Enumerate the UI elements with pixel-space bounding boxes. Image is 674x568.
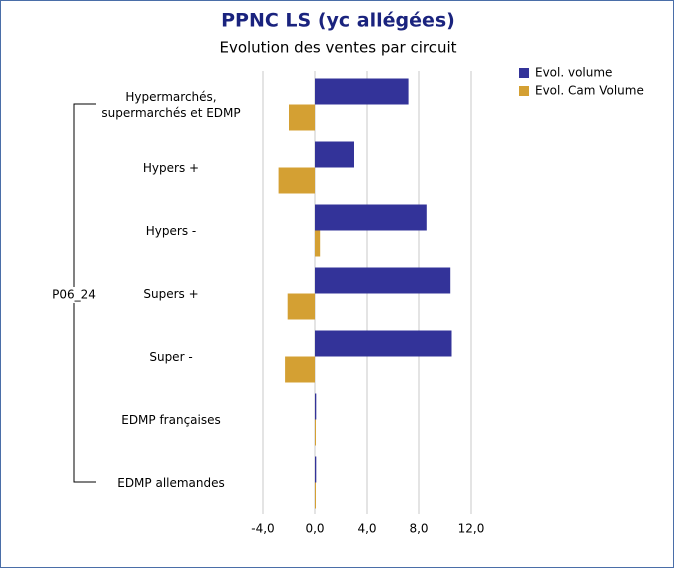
bar <box>315 141 354 168</box>
y-tick-label: EDMP françaises <box>121 412 221 427</box>
legend-label: Evol. volume <box>535 66 612 80</box>
y-tick-label: Supers + <box>143 286 199 301</box>
bar <box>315 419 316 446</box>
y-tick-label: Hypers - <box>145 223 197 238</box>
bar <box>315 230 321 257</box>
bar <box>315 78 409 105</box>
bar <box>315 456 317 483</box>
group-label: P06_24 <box>52 288 96 302</box>
y-tick-label: Hypermarchés, supermarchés et EDMP <box>101 89 241 120</box>
bar <box>289 104 315 131</box>
bar <box>287 293 315 320</box>
bar <box>315 267 451 294</box>
y-tick-label: EDMP allemandes <box>117 475 225 490</box>
x-tick-label: 0,0 <box>305 522 324 536</box>
bar <box>315 482 316 509</box>
y-tick-label: Hypers + <box>142 160 200 175</box>
x-tick-label: 8,0 <box>409 522 428 536</box>
bar <box>315 330 452 357</box>
x-tick-label: 4,0 <box>357 522 376 536</box>
y-tick-label: Super - <box>149 349 193 364</box>
x-tick-label: -4,0 <box>251 522 274 536</box>
x-tick-label: 12,0 <box>458 522 485 536</box>
legend-swatch <box>519 68 529 78</box>
legend-swatch <box>519 86 529 96</box>
bar <box>315 393 317 420</box>
bar <box>315 204 427 231</box>
group-label-bg <box>47 287 103 303</box>
bar <box>278 167 315 194</box>
bar <box>285 356 315 383</box>
legend-label: Evol. Cam Volume <box>535 84 644 98</box>
chart-subtitle: Evolution des ventes par circuit <box>219 39 456 57</box>
chart-title: PPNC LS (yc allégées) <box>221 10 455 32</box>
